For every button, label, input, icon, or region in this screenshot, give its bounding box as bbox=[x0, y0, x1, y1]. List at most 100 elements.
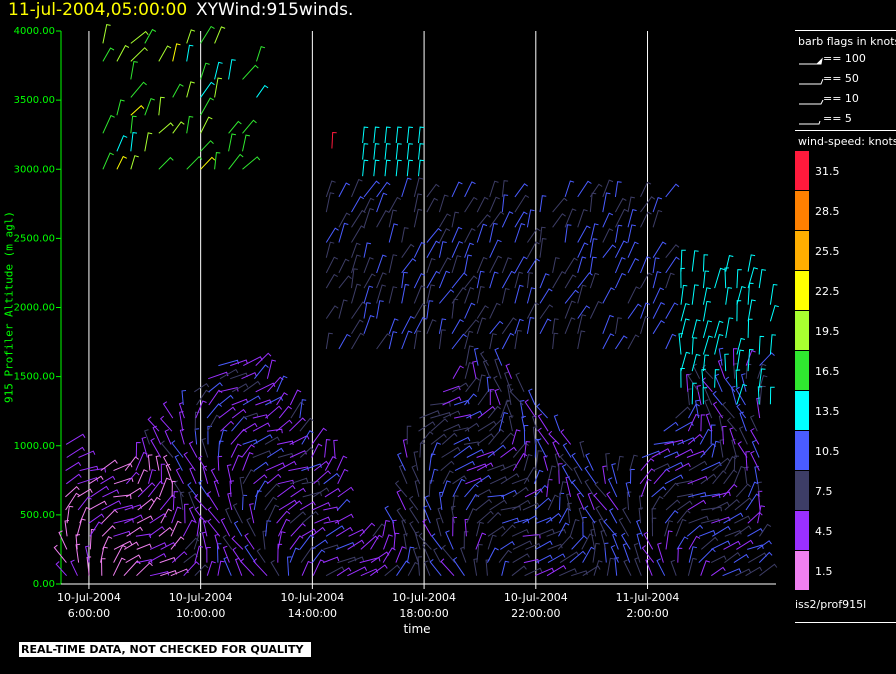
wind-barb bbox=[394, 480, 408, 498]
wind-barb bbox=[622, 543, 631, 563]
wind-barb bbox=[301, 480, 320, 486]
wind-barb bbox=[313, 460, 330, 471]
wind-barb bbox=[101, 500, 122, 511]
wind-barb bbox=[643, 531, 654, 550]
wind-barb bbox=[464, 330, 474, 350]
wind-barb bbox=[194, 494, 208, 511]
wind-barb bbox=[593, 492, 608, 511]
wind-barb bbox=[312, 487, 330, 498]
wind-barb bbox=[276, 440, 294, 446]
wind-barb bbox=[738, 426, 748, 445]
wind-barb bbox=[680, 249, 686, 272]
wind-barb bbox=[680, 351, 691, 372]
wind-barb bbox=[351, 242, 361, 258]
wind-barb bbox=[158, 45, 172, 62]
wind-barb bbox=[407, 561, 419, 576]
wind-barb bbox=[552, 213, 566, 228]
wind-barb bbox=[534, 567, 555, 577]
wind-barb bbox=[301, 528, 317, 537]
wind-barb bbox=[171, 480, 177, 497]
wind-barb bbox=[231, 454, 243, 471]
wind-barb bbox=[757, 490, 763, 511]
wind-barb bbox=[466, 410, 483, 419]
wind-barb bbox=[751, 439, 760, 458]
wind-barb bbox=[300, 545, 316, 563]
wind-barb bbox=[220, 420, 235, 432]
wind-barb bbox=[584, 465, 597, 485]
wind-barb bbox=[413, 177, 424, 198]
wind-barb bbox=[413, 285, 426, 304]
wind-barb bbox=[625, 481, 631, 498]
wind-barb bbox=[290, 522, 306, 537]
y-tick-label: 500.00 bbox=[20, 510, 55, 521]
wind-barb bbox=[602, 192, 611, 213]
wind-barb bbox=[124, 541, 139, 550]
wind-barb bbox=[147, 553, 167, 564]
speed-color-scale: 31.5 28.5 25.5 22.5 19.5 16.5 13.5 10.5 7.5 4.5 1.… bbox=[795, 151, 896, 592]
wind-barb bbox=[244, 544, 256, 563]
wind-barb bbox=[451, 382, 469, 393]
wind-barb bbox=[539, 226, 546, 243]
wind-barb bbox=[712, 457, 731, 471]
wind-barb bbox=[55, 561, 67, 577]
wind-barb bbox=[184, 503, 189, 524]
wind-barb bbox=[524, 441, 531, 458]
wind-barb bbox=[558, 463, 563, 484]
wind-barb bbox=[466, 508, 477, 524]
barb-flag-row: == 10 bbox=[795, 92, 896, 110]
wind-barb bbox=[749, 414, 758, 432]
wind-barb bbox=[116, 135, 128, 152]
wind-barb bbox=[640, 272, 653, 289]
wind-barb bbox=[187, 482, 198, 498]
wind-barb bbox=[254, 364, 269, 380]
wind-barb bbox=[477, 374, 486, 392]
wind-barb bbox=[537, 413, 549, 432]
wind-barb bbox=[76, 518, 86, 537]
wind-barb bbox=[165, 463, 173, 484]
wind-barb bbox=[102, 489, 120, 498]
wind-barb bbox=[430, 418, 449, 432]
wind-barb bbox=[687, 499, 707, 511]
speed-swatch-label: 13.5 bbox=[815, 405, 840, 418]
wind-barb bbox=[233, 520, 243, 537]
wind-barb bbox=[388, 286, 398, 304]
wind-barb bbox=[737, 441, 748, 458]
wind-barb bbox=[589, 192, 597, 213]
wind-barb bbox=[148, 496, 161, 511]
wind-barb bbox=[266, 447, 284, 458]
wind-barb bbox=[494, 347, 503, 366]
wind-barb bbox=[206, 560, 216, 576]
wind-barb bbox=[351, 196, 365, 213]
wind-barb bbox=[362, 159, 369, 177]
wind-barb bbox=[137, 498, 155, 511]
wind-barb bbox=[711, 501, 730, 511]
wind-barb bbox=[614, 257, 626, 274]
wind-barb bbox=[253, 434, 273, 445]
wind-barb bbox=[228, 120, 242, 134]
wind-barb bbox=[363, 285, 374, 304]
wind-barb bbox=[359, 522, 376, 537]
wind-barb bbox=[338, 275, 352, 289]
wind-barb bbox=[629, 454, 638, 471]
wind-barb bbox=[113, 544, 127, 563]
wind-barb bbox=[200, 62, 210, 80]
wind-barb bbox=[500, 446, 517, 458]
wind-barb bbox=[464, 483, 479, 498]
barb-flag-value: == 100 bbox=[823, 52, 866, 65]
wind-barb bbox=[175, 467, 184, 485]
wind-barb bbox=[534, 497, 552, 511]
wind-barb bbox=[311, 443, 323, 458]
wind-barb bbox=[203, 520, 208, 537]
wind-barb bbox=[438, 213, 451, 228]
wind-barb bbox=[640, 316, 650, 334]
wind-barb bbox=[534, 438, 540, 458]
wind-barb bbox=[65, 433, 86, 445]
wind-barb bbox=[437, 507, 444, 524]
wind-barb bbox=[262, 530, 268, 550]
wind-barb bbox=[158, 96, 165, 116]
wind-barb bbox=[733, 553, 749, 564]
wind-barb bbox=[155, 455, 161, 471]
wind-barb bbox=[695, 399, 700, 419]
wind-barb bbox=[605, 453, 610, 471]
wind-barb bbox=[158, 122, 174, 134]
